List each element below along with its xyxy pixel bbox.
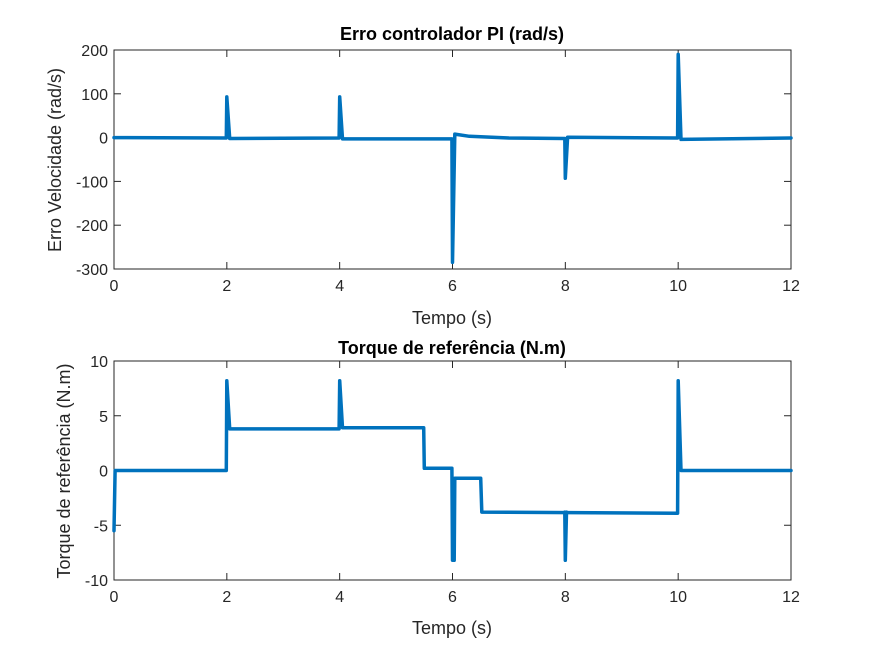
x-tick-label: 12 [782,278,800,295]
x-tick-label: 6 [448,278,457,295]
y-tick-label: 0 [99,464,108,481]
x-tick-label: 10 [669,589,687,606]
y-tick-label: 200 [81,43,108,60]
y-tick-labels: -10 -5 0 5 10 [85,354,108,590]
x-tick-labels: 0 2 4 6 8 10 12 [110,589,800,606]
series-group [112,378,793,563]
x-tick-label: 8 [561,589,570,606]
y-axis-label: Torque de referência (N.m) [54,363,74,578]
reference-torque-chart: 0 2 4 6 8 10 12 -10 -5 0 5 10 Torque de referência… [54,338,800,638]
series-group [112,52,793,265]
x-tick-labels: 0 2 4 6 8 10 12 [110,278,800,295]
chart-title: Erro controlador PI (rad/s) [340,24,564,44]
y-tick-labels: -300 -200 -100 0 100 200 [76,43,108,279]
x-tick-label: 0 [110,589,119,606]
y-tick-label: -5 [94,518,108,535]
x-tick-label: 4 [335,589,344,606]
x-tick-label: 4 [335,278,344,295]
x-tick-label: 6 [448,589,457,606]
y-tick-label: -300 [76,262,108,279]
velocity-error-chart: 0 2 4 6 8 10 12 -300 -200 -100 0 100 200 Erro contr… [45,24,800,328]
x-tick-label: 0 [110,278,119,295]
series-line [563,510,569,563]
x-tick-label: 8 [561,278,570,295]
x-tick-label: 2 [222,278,231,295]
y-axis-label: Erro Velocidade (rad/s) [45,68,65,252]
y-tick-label: 0 [99,131,108,148]
series-line [112,378,793,563]
y-tick-label: 10 [90,354,108,371]
x-axis-label: Tempo (s) [412,618,492,638]
y-tick-label: 100 [81,87,108,104]
y-tick-label: 5 [99,409,108,426]
x-tick-label: 10 [669,278,687,295]
y-tick-label: -200 [76,218,108,235]
x-tick-label: 2 [222,589,231,606]
chart-title: Torque de referência (N.m) [338,338,566,358]
x-tick-label: 12 [782,589,800,606]
y-tick-label: -100 [76,174,108,191]
series-line [112,52,793,265]
x-axis-label: Tempo (s) [412,308,492,328]
y-tick-label: -10 [85,573,108,590]
tick-marks [113,360,792,581]
